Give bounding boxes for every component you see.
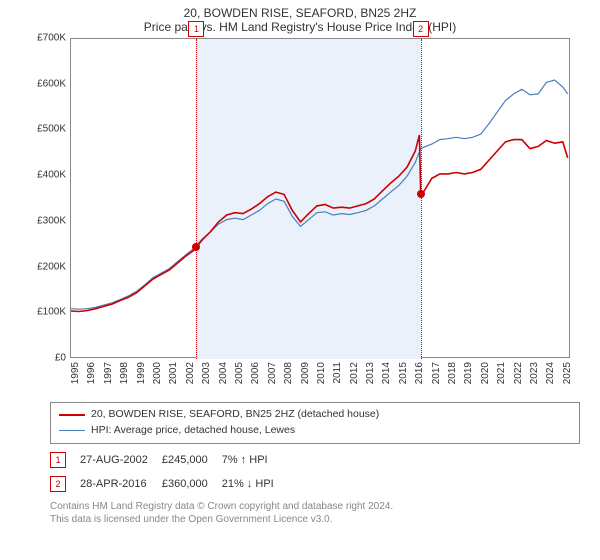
sale-marker-1: 1: [50, 452, 66, 468]
x-tick-label: 2022: [513, 362, 524, 384]
sale-vline: [196, 39, 197, 359]
x-tick-label: 2007: [267, 362, 278, 384]
x-tick-label: 1997: [103, 362, 114, 384]
x-tick-label: 2012: [349, 362, 360, 384]
sale-delta: 7% ↑ HPI: [222, 448, 288, 472]
x-tick-label: 2004: [218, 362, 229, 384]
x-tick-label: 1999: [136, 362, 147, 384]
sale-price: £245,000: [162, 448, 222, 472]
legend-item-hpi: HPI: Average price, detached house, Lewe…: [59, 423, 571, 439]
x-tick-label: 2001: [168, 362, 179, 384]
x-tick-label: 2006: [250, 362, 261, 384]
plot-area: 12: [70, 38, 570, 358]
chart-container: 12 £0£100K£200K£300K£400K£500K£600K£700K…: [20, 38, 580, 398]
x-tick-label: 2018: [447, 362, 458, 384]
sale-date: 27-AUG-2002: [80, 448, 162, 472]
legend-swatch-hpi: [59, 430, 85, 431]
x-tick-label: 2020: [480, 362, 491, 384]
x-tick-label: 2013: [365, 362, 376, 384]
legend-label-property: 20, BOWDEN RISE, SEAFORD, BN25 2HZ (deta…: [91, 407, 379, 423]
legend-label-hpi: HPI: Average price, detached house, Lewe…: [91, 423, 295, 439]
x-tick-label: 2016: [414, 362, 425, 384]
x-tick-label: 2024: [545, 362, 556, 384]
y-tick-label: £0: [16, 353, 66, 364]
x-tick-label: 2008: [283, 362, 294, 384]
x-tick-label: 2003: [201, 362, 212, 384]
x-tick-label: 2000: [152, 362, 163, 384]
line-hpi: [71, 80, 568, 309]
sale-delta: 21% ↓ HPI: [222, 472, 288, 496]
x-tick-label: 2023: [529, 362, 540, 384]
legend-item-property: 20, BOWDEN RISE, SEAFORD, BN25 2HZ (deta…: [59, 407, 571, 423]
x-tick-label: 1995: [70, 362, 81, 384]
x-tick-label: 2019: [463, 362, 474, 384]
sale-date: 28-APR-2016: [80, 472, 162, 496]
chart-title-address: 20, BOWDEN RISE, SEAFORD, BN25 2HZ: [0, 0, 600, 20]
footer-line-1: Contains HM Land Registry data © Crown c…: [50, 500, 580, 513]
x-tick-label: 1998: [119, 362, 130, 384]
table-row: 2 28-APR-2016 £360,000 21% ↓ HPI: [50, 472, 288, 496]
sale-marker-2: 2: [50, 476, 66, 492]
x-tick-label: 2011: [332, 362, 343, 384]
x-tick-label: 2025: [562, 362, 573, 384]
sale-point: [192, 243, 200, 251]
x-tick-label: 2009: [300, 362, 311, 384]
y-tick-label: £100K: [16, 307, 66, 318]
legend: 20, BOWDEN RISE, SEAFORD, BN25 2HZ (deta…: [50, 402, 580, 444]
x-tick-label: 2021: [496, 362, 507, 384]
x-tick-label: 2017: [431, 362, 442, 384]
sale-vline: [421, 39, 422, 359]
y-tick-label: £500K: [16, 124, 66, 135]
sale-point: [417, 190, 425, 198]
legend-swatch-property: [59, 414, 85, 416]
sale-vline-marker: 2: [413, 21, 429, 37]
y-tick-label: £400K: [16, 170, 66, 181]
sale-price: £360,000: [162, 472, 222, 496]
line-property: [71, 135, 568, 312]
x-tick-label: 2014: [381, 362, 392, 384]
x-tick-label: 2002: [185, 362, 196, 384]
x-tick-label: 2005: [234, 362, 245, 384]
x-tick-label: 2010: [316, 362, 327, 384]
sale-vline-marker: 1: [188, 21, 204, 37]
y-tick-label: £700K: [16, 33, 66, 44]
table-row: 1 27-AUG-2002 £245,000 7% ↑ HPI: [50, 448, 288, 472]
y-tick-label: £300K: [16, 215, 66, 226]
x-tick-label: 2015: [398, 362, 409, 384]
footer-line-2: This data is licensed under the Open Gov…: [50, 513, 580, 526]
chart-svg: [71, 39, 571, 359]
y-tick-label: £600K: [16, 78, 66, 89]
sales-table: 1 27-AUG-2002 £245,000 7% ↑ HPI 2 28-APR…: [50, 448, 288, 496]
x-tick-label: 1996: [86, 362, 97, 384]
chart-title-subtitle: Price paid vs. HM Land Registry's House …: [0, 20, 600, 38]
y-tick-label: £200K: [16, 261, 66, 272]
footer: Contains HM Land Registry data © Crown c…: [50, 500, 580, 526]
